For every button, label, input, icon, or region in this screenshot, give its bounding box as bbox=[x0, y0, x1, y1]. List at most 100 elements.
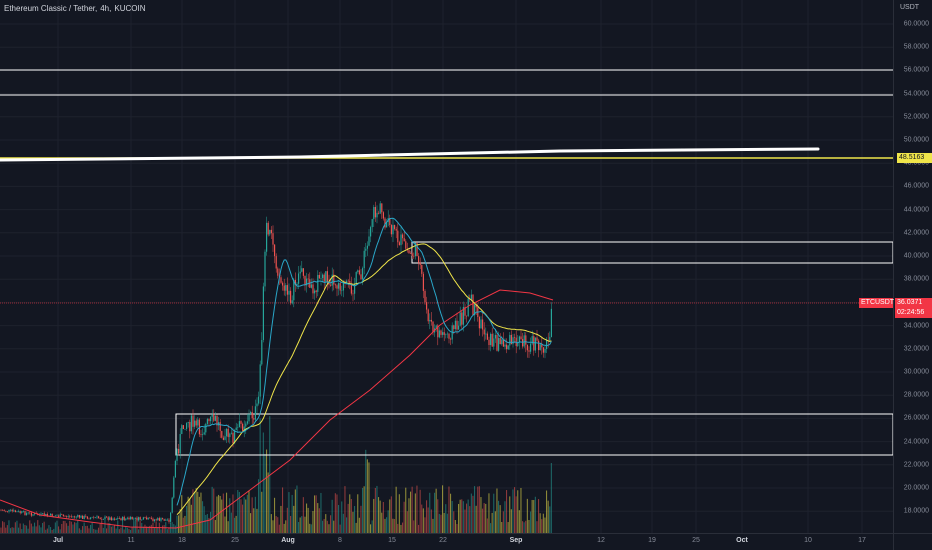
symbol-name[interactable]: Ethereum Classic / Tether, bbox=[4, 4, 98, 13]
volume-bar bbox=[243, 497, 245, 533]
candle-body bbox=[370, 227, 372, 237]
candle-body bbox=[99, 518, 101, 519]
scale-corner[interactable] bbox=[893, 533, 932, 550]
volume-bar bbox=[469, 506, 471, 533]
candle-body bbox=[198, 419, 200, 435]
candle-body bbox=[261, 339, 263, 365]
volume-bar bbox=[339, 524, 341, 533]
candle-body bbox=[181, 425, 183, 434]
price-tick-label: 24.0000 bbox=[903, 438, 929, 446]
volume-bar bbox=[485, 503, 487, 533]
candle-body bbox=[242, 423, 244, 431]
chart-plot-area[interactable]: Ethereum Classic / Tether, 4h, KUCOIN bbox=[0, 0, 893, 533]
volume-bar bbox=[206, 513, 208, 533]
candle-body bbox=[190, 415, 192, 432]
volume-bar bbox=[21, 529, 23, 533]
candle-body bbox=[254, 406, 256, 420]
ma-fast-line bbox=[176, 217, 552, 506]
candle-body bbox=[203, 432, 205, 435]
volume-bar bbox=[435, 488, 437, 533]
volume-bar bbox=[45, 529, 47, 533]
volume-bar bbox=[357, 494, 359, 533]
price-tick-label: 28.0000 bbox=[903, 391, 929, 399]
demand-zone-rectangle[interactable] bbox=[175, 413, 893, 456]
candle-body bbox=[536, 337, 538, 341]
candle-body bbox=[440, 330, 442, 335]
time-tick-label: Sep bbox=[509, 537, 523, 544]
volume-bar bbox=[365, 449, 367, 533]
candle-body bbox=[78, 515, 80, 518]
volume-bar bbox=[72, 524, 74, 533]
trend-line[interactable] bbox=[0, 147, 820, 162]
candle-body bbox=[67, 516, 69, 517]
candle-body bbox=[274, 244, 276, 257]
volume-bar bbox=[523, 522, 525, 533]
candle-body bbox=[118, 518, 120, 519]
exchange-label: KUCOIN bbox=[114, 4, 146, 13]
volume-bar bbox=[406, 511, 408, 533]
volume-bar bbox=[390, 496, 392, 533]
volume-bar bbox=[69, 520, 71, 533]
time-tick-label: 25 bbox=[231, 537, 239, 544]
candle-body bbox=[466, 315, 468, 317]
candle-body bbox=[34, 513, 36, 515]
candle-body bbox=[272, 233, 274, 245]
interval-label[interactable]: 4h, bbox=[100, 4, 112, 13]
candle-body bbox=[427, 309, 429, 322]
volume-bar bbox=[202, 501, 204, 533]
candle-body bbox=[186, 423, 188, 429]
volume-bar bbox=[550, 463, 552, 533]
volume-bar bbox=[91, 522, 93, 533]
time-scale[interactable]: Jul 11 18 25 Aug 8 15 22 Sep 12 19 25 Oct 10 17 bbox=[0, 533, 893, 550]
volume-bar bbox=[208, 517, 210, 533]
candle-body bbox=[163, 519, 165, 521]
time-tick-label: Jul bbox=[52, 537, 64, 544]
candle-body bbox=[147, 517, 149, 520]
volume-bar bbox=[11, 527, 13, 533]
volume-bar bbox=[245, 499, 247, 533]
candle-body bbox=[275, 256, 277, 269]
price-chart[interactable] bbox=[0, 0, 893, 533]
volume-bar bbox=[211, 486, 213, 533]
volume-bar bbox=[291, 494, 293, 533]
candle-body bbox=[336, 285, 338, 289]
volume-bar bbox=[344, 486, 346, 533]
price-tick-label: 42.0000 bbox=[903, 229, 929, 237]
candle-body bbox=[429, 319, 431, 322]
candle-body bbox=[102, 519, 104, 520]
candle-body bbox=[141, 519, 143, 521]
chart-legend-title[interactable]: Ethereum Classic / Tether, 4h, KUCOIN bbox=[4, 4, 148, 13]
volume-bar bbox=[342, 513, 344, 533]
candle-body bbox=[238, 421, 240, 428]
volume-bar bbox=[541, 519, 543, 533]
volume-bar bbox=[74, 522, 76, 533]
volume-bar bbox=[261, 491, 263, 533]
volume-bar bbox=[509, 496, 511, 533]
candle-body bbox=[296, 283, 298, 286]
price-tick-label: 32.0000 bbox=[903, 345, 929, 353]
candle-body bbox=[392, 225, 394, 235]
candle-body bbox=[166, 519, 168, 521]
price-scale[interactable]: USDT 60.0000 58.0000 56.0000 54.0000 52.0000… bbox=[893, 0, 932, 533]
drawing-tools[interactable] bbox=[0, 69, 893, 456]
volume-bar bbox=[448, 486, 450, 533]
volume-bar bbox=[470, 493, 472, 533]
volume-bar bbox=[480, 497, 482, 533]
volume-bar bbox=[46, 528, 48, 533]
candle-body bbox=[13, 510, 15, 512]
candle-body bbox=[45, 513, 47, 516]
candle-body bbox=[315, 290, 317, 292]
candle-body bbox=[546, 340, 548, 350]
volume-bar bbox=[274, 497, 276, 533]
volume-bar bbox=[405, 487, 407, 533]
candle-body bbox=[202, 434, 204, 436]
candle-body bbox=[266, 222, 268, 252]
volume-bar bbox=[286, 507, 288, 533]
volume-bar bbox=[157, 527, 159, 533]
candle-body bbox=[525, 335, 527, 345]
time-tick-label: 25 bbox=[692, 537, 700, 544]
candle-body bbox=[165, 519, 167, 521]
volume-bar bbox=[438, 513, 440, 533]
candle-body bbox=[490, 333, 492, 345]
